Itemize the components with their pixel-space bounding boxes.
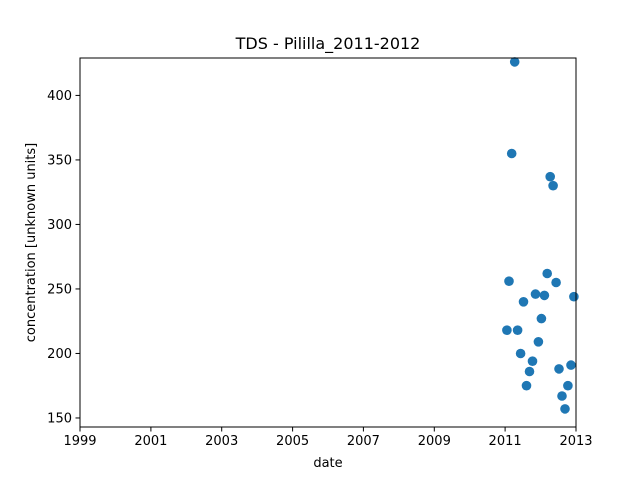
data-point (551, 277, 561, 288)
data-point (563, 380, 573, 391)
data-point (509, 57, 520, 67)
data-point (566, 360, 576, 370)
data-point (518, 297, 529, 307)
data-point (527, 356, 538, 367)
y-tick-label: 300 (47, 218, 72, 233)
data-point (504, 276, 514, 287)
data-point (548, 180, 558, 191)
data-point (557, 391, 567, 401)
data-point (533, 337, 544, 347)
y-axis-title: concentration [unknown units] (24, 143, 39, 342)
data-point (569, 291, 579, 302)
data-point (524, 366, 535, 377)
y-tick-label: 350 (47, 153, 72, 168)
x-axis-title: date (313, 456, 342, 471)
data-point (545, 171, 555, 182)
x-tick-label: 2007 (347, 434, 380, 449)
y-tick-label: 150 (47, 411, 72, 426)
x-tick-label: 1999 (63, 434, 96, 449)
data-point (512, 325, 523, 336)
data-point (554, 364, 564, 374)
y-tick-label: 250 (47, 282, 72, 297)
y-tick-label: 200 (47, 347, 72, 362)
x-tick-label: 2011 (489, 434, 522, 449)
data-point (506, 148, 517, 159)
data-point (536, 313, 547, 324)
x-tick-label: 2013 (559, 434, 592, 449)
x-tick-label: 2009 (418, 434, 451, 449)
x-tick-label: 2003 (205, 434, 238, 449)
points-layer (502, 57, 579, 414)
y-tick-label: 400 (47, 89, 72, 104)
data-point (542, 268, 552, 279)
data-point (560, 404, 570, 414)
chart-title: TDS - Pililla_2011-2012 (235, 34, 421, 54)
data-point (515, 348, 526, 359)
x-tick-label: 2005 (276, 434, 309, 449)
x-tick-label: 2001 (134, 434, 167, 449)
data-point (539, 290, 550, 301)
data-point (530, 289, 541, 299)
plot-area-frame (79, 57, 577, 428)
data-point (502, 325, 512, 336)
data-point (521, 380, 532, 391)
y-axis: 150 200 250 300 350 400 (47, 89, 80, 426)
x-axis: 1999 2001 2003 2005 2007 2009 2011 2013 (63, 427, 593, 449)
